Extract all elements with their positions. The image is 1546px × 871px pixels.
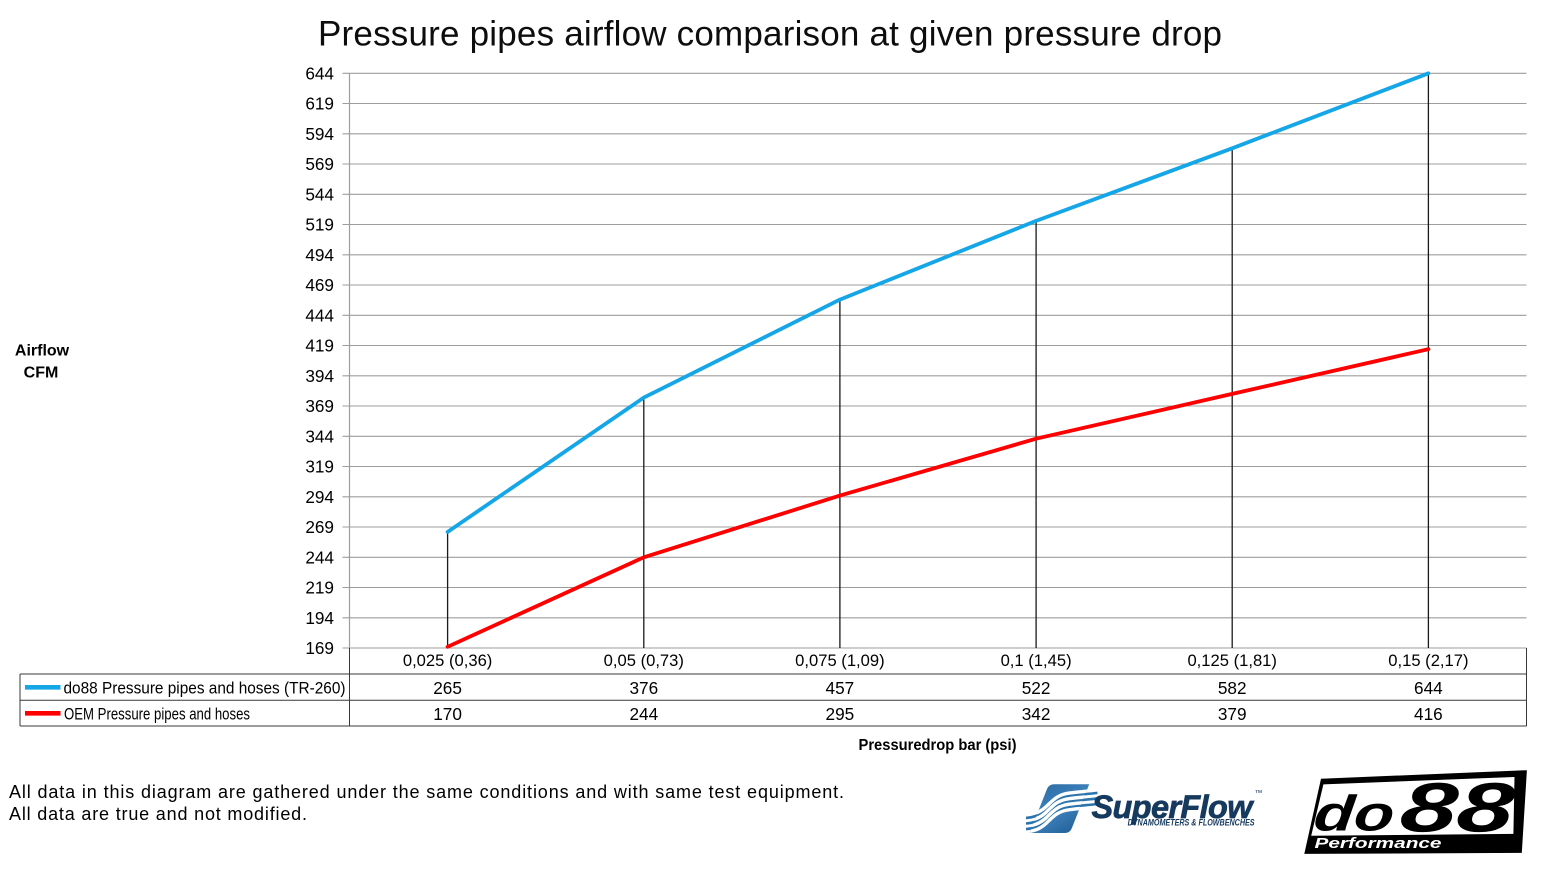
svg-text:594: 594: [305, 124, 334, 144]
svg-text:469: 469: [305, 275, 334, 295]
svg-text:416: 416: [1414, 704, 1443, 724]
svg-text:619: 619: [305, 94, 334, 114]
svg-text:269: 269: [305, 517, 334, 537]
svg-text:CFM: CFM: [24, 364, 59, 381]
svg-text:582: 582: [1218, 678, 1247, 698]
svg-text:319: 319: [305, 457, 334, 477]
svg-text:do: do: [1311, 786, 1397, 842]
svg-text:644: 644: [305, 63, 334, 83]
svg-text:194: 194: [305, 608, 334, 628]
svg-text:394: 394: [305, 366, 334, 386]
svg-text:170: 170: [433, 704, 462, 724]
svg-text:88: 88: [1397, 768, 1518, 847]
svg-text:244: 244: [629, 704, 658, 724]
svg-text:644: 644: [1414, 678, 1443, 698]
svg-text:Pressure pipes airflow compari: Pressure pipes airflow comparison at giv…: [318, 15, 1222, 54]
svg-text:419: 419: [305, 336, 334, 356]
svg-text:All data are true and not modi: All data are true and not modified.: [9, 804, 307, 824]
svg-text:522: 522: [1022, 678, 1051, 698]
svg-text:265: 265: [433, 678, 462, 698]
svg-text:™: ™: [1255, 789, 1263, 798]
svg-text:444: 444: [305, 305, 334, 325]
svg-text:0,075 (1,09): 0,075 (1,09): [795, 651, 884, 670]
svg-text:219: 219: [305, 578, 334, 598]
svg-text:DYNAMOMETERS & FLOWBENCHES: DYNAMOMETERS & FLOWBENCHES: [1128, 818, 1255, 828]
svg-text:344: 344: [305, 426, 334, 446]
svg-text:457: 457: [826, 678, 855, 698]
svg-text:494: 494: [305, 245, 334, 265]
svg-text:Performance: Performance: [1315, 835, 1442, 852]
svg-text:All data in this diagram are g: All data in this diagram are gathered un…: [9, 782, 844, 802]
svg-text:244: 244: [305, 547, 334, 567]
svg-text:294: 294: [305, 487, 334, 507]
svg-text:do88 Pressure pipes and hoses: do88 Pressure pipes and hoses (TR-260): [64, 679, 346, 697]
svg-text:0,025 (0,36): 0,025 (0,36): [403, 651, 492, 670]
svg-text:OEM Pressure pipes and hoses: OEM Pressure pipes and hoses: [64, 705, 250, 723]
svg-text:369: 369: [305, 396, 334, 416]
svg-text:295: 295: [826, 704, 855, 724]
svg-text:0,1 (1,45): 0,1 (1,45): [1001, 651, 1072, 670]
svg-text:519: 519: [305, 215, 334, 235]
svg-text:544: 544: [305, 184, 334, 204]
svg-text:569: 569: [305, 154, 334, 174]
svg-text:SuperFlow: SuperFlow: [1092, 789, 1256, 825]
svg-text:0,15 (2,17): 0,15 (2,17): [1388, 651, 1468, 670]
svg-text:0,05 (0,73): 0,05 (0,73): [604, 651, 684, 670]
svg-text:169: 169: [305, 638, 334, 658]
svg-text:376: 376: [629, 678, 658, 698]
svg-text:0,125 (1,81): 0,125 (1,81): [1187, 651, 1276, 670]
svg-text:379: 379: [1218, 704, 1247, 724]
svg-text:Pressuredrop bar (psi): Pressuredrop bar (psi): [859, 737, 1017, 754]
svg-text:342: 342: [1022, 704, 1051, 724]
svg-text:Airflow: Airflow: [15, 342, 70, 359]
